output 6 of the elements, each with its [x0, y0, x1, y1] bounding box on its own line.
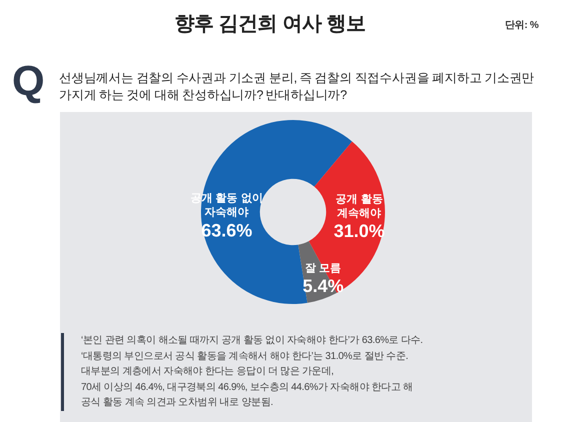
slice-label: 공개 활동 계속해야	[336, 193, 383, 220]
text: ‘본인 관련 의혹이 해소될 때까지 공개 활동 없이 자숙해야 한다’가 63.6%로 다수. ‘대통령의 부인으로서 공식 활동을 계속해서 해야 한다’는 31.0%로 절반 수준. 대부분의 계층에서 자숙해야 한다는 응답이 더 많은 가운데, 70세 이상의 46.4%, 대구경북의 46.9%, 보수층의 44.6%가 자숙해야 한다고 해 공식 활동 계속 의견과 오차범위 내로 양분됨.	[61, 333, 423, 411]
chart-title: 향후 김건희 여사 행보	[174, 13, 366, 35]
text: Q	[12, 57, 45, 105]
text: 단위: %	[505, 19, 539, 33]
chart-subtitle: 선생님께서는 검찰의 수사권과 기소권 분리, 즉 검찰의 직접수사권을 폐지하고 기소권만 가지게 하는 것에 대해 찬성하십니까? 반대하십니까?	[59, 70, 534, 104]
